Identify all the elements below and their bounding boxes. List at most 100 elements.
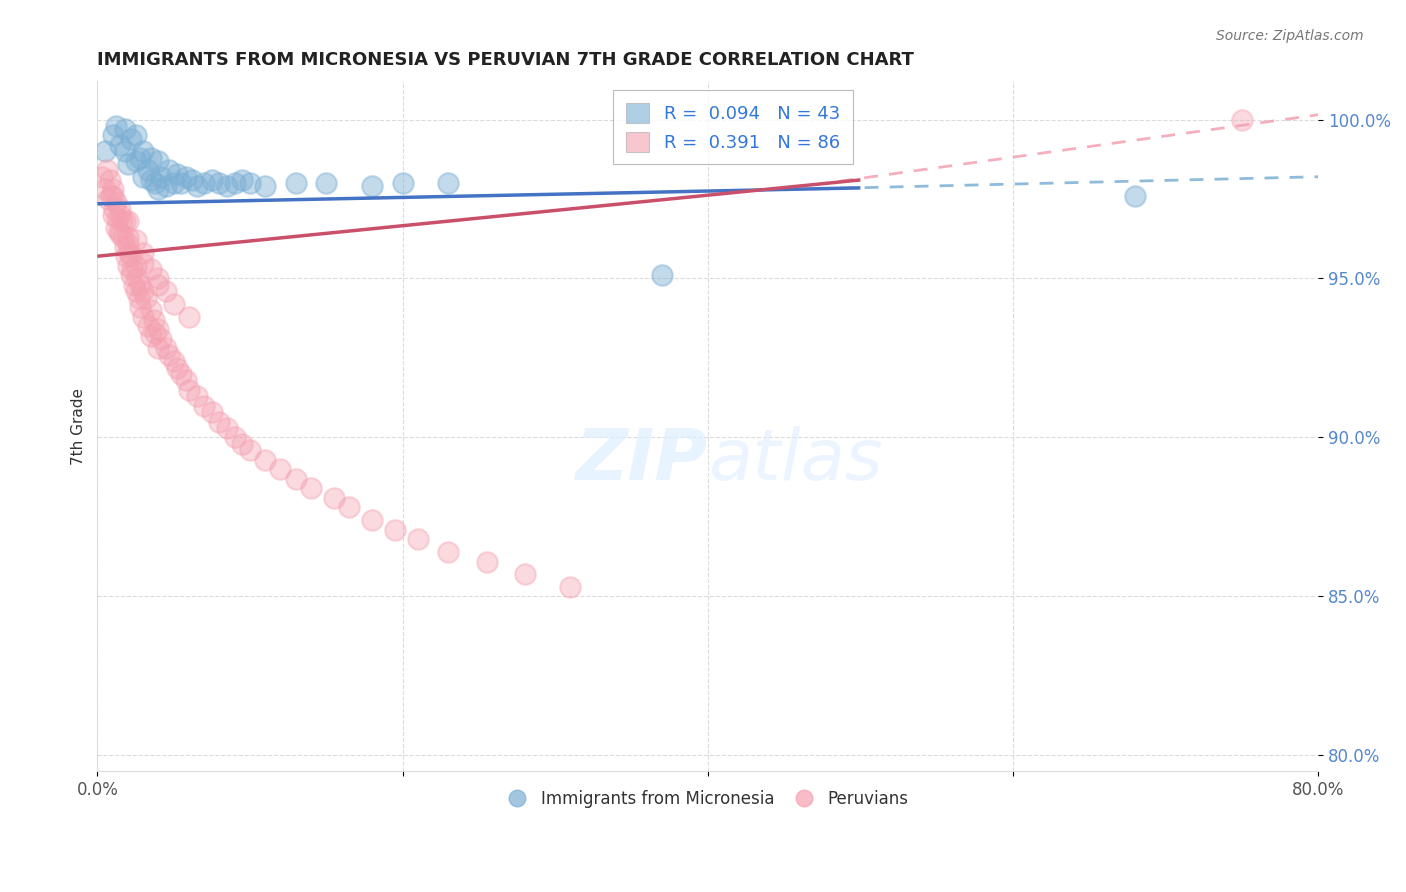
Point [163,176,186,190]
Point [104,195,127,210]
Point [96,163,118,178]
Point [136,319,159,334]
Point [148,277,170,292]
Point [315,176,337,190]
Point [254,452,277,467]
Point [299,482,322,496]
Point [135,291,157,305]
Point [114,122,136,136]
Point [148,153,170,168]
Point [208,176,231,190]
Point [104,220,127,235]
Point [224,430,246,444]
Point [132,255,155,269]
Point [148,322,170,336]
Point [114,214,136,228]
Point [100,189,122,203]
Text: Source: ZipAtlas.com: Source: ZipAtlas.com [1216,29,1364,43]
Point [651,268,673,283]
Point [163,354,186,368]
Point [104,119,127,133]
Point [132,246,155,260]
Point [117,236,139,251]
Point [101,128,124,143]
Point [120,131,142,145]
Point [110,227,132,241]
Point [284,472,307,486]
Point [117,157,139,171]
Point [150,169,173,184]
Point [163,297,186,311]
Point [112,230,135,244]
Point [1230,112,1253,127]
Point [110,208,132,222]
Point [124,284,146,298]
Point [114,240,136,254]
Legend: Immigrants from Micronesia, Peruvians: Immigrants from Micronesia, Peruvians [501,783,915,814]
Text: ZIP: ZIP [575,426,707,495]
Point [117,230,139,244]
Point [170,367,193,381]
Point [174,373,197,387]
Point [101,189,124,203]
Point [125,271,148,285]
Point [155,284,177,298]
Point [139,328,162,343]
Point [121,262,143,277]
Point [124,128,146,143]
Point [148,342,170,356]
Point [217,179,239,194]
Point [284,176,307,190]
Point [98,173,121,187]
Point [139,151,162,165]
Point [124,259,146,273]
Point [148,271,170,285]
Point [231,437,253,451]
Point [122,277,145,292]
Point [148,182,170,196]
Point [139,262,162,277]
Point [118,246,141,260]
Point [103,202,125,216]
Point [166,360,188,375]
Point [186,179,208,194]
Point [155,342,177,356]
Point [132,310,155,324]
Point [129,277,152,292]
Point [1123,189,1146,203]
Point [128,291,150,305]
Point [231,173,253,187]
Point [166,167,188,181]
Point [132,284,155,298]
Point [111,214,134,228]
Point [129,300,152,314]
Point [201,405,224,419]
Point [155,179,177,194]
Text: IMMIGRANTS FROM MICRONESIA VS PERUVIAN 7TH GRADE CORRELATION CHART: IMMIGRANTS FROM MICRONESIA VS PERUVIAN 7… [97,51,914,69]
Point [120,249,142,263]
Point [181,173,204,187]
Point [193,399,215,413]
Point [157,163,180,178]
Point [560,580,582,594]
Point [90,169,112,184]
Point [139,173,162,187]
Y-axis label: 7th Grade: 7th Grade [72,388,86,465]
Point [201,173,224,187]
Point [361,179,384,194]
Point [437,176,460,190]
Point [110,137,132,152]
Point [114,145,136,159]
Point [120,268,142,283]
Point [217,421,239,435]
Point [384,523,406,537]
Point [124,233,146,247]
Point [170,176,193,190]
Point [177,310,200,324]
Point [239,176,262,190]
Point [139,303,162,318]
Point [193,176,215,190]
Point [174,169,197,184]
Point [391,176,413,190]
Point [513,567,536,582]
